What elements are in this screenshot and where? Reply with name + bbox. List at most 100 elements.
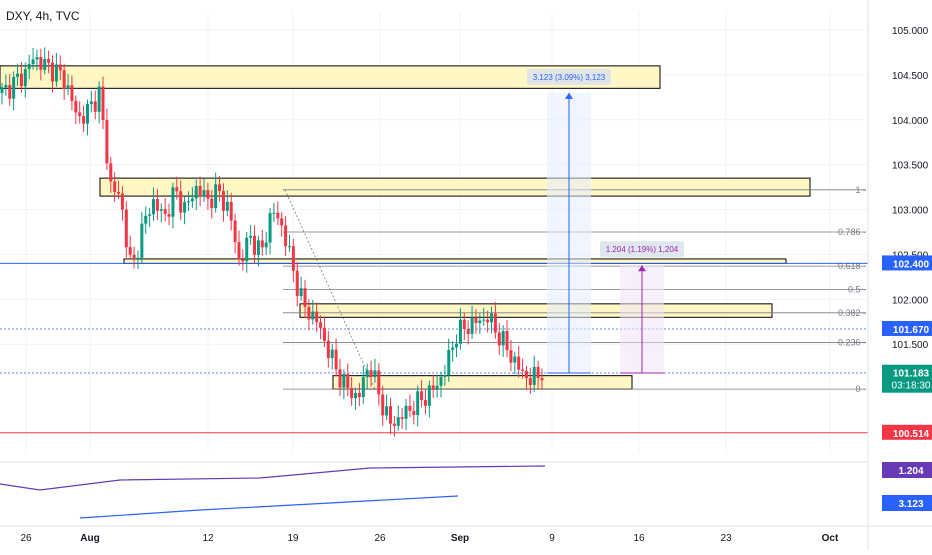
projection-label: 3.123 (3.09%) 3,123 (533, 73, 606, 82)
candle-body (256, 240, 260, 255)
candle-body (39, 57, 43, 70)
candle-body (128, 247, 132, 255)
candle-body (233, 220, 237, 243)
candle-body (167, 214, 171, 217)
price-tag-current: 101.183 (893, 369, 930, 380)
candle-body (276, 212, 280, 219)
x-tick-label: 26 (374, 533, 386, 544)
fib-label: 0.382 - (838, 308, 866, 318)
candle-body (334, 349, 338, 370)
candle-body (109, 163, 113, 182)
indicator-tag-box (882, 495, 932, 511)
zone-middle (123, 258, 787, 264)
candle-body (346, 373, 350, 388)
candle-body (342, 373, 346, 388)
price-tag-current-box (882, 364, 932, 393)
candle-body (47, 58, 51, 63)
candle-body (455, 343, 459, 348)
candle-body (392, 423, 396, 426)
projection-label-box (600, 241, 684, 258)
candle-body (423, 400, 427, 406)
candle-body (400, 417, 404, 419)
candle-body (528, 377, 532, 385)
x-tick-label: 19 (287, 533, 299, 544)
candle-body (466, 328, 470, 335)
candle-body (179, 191, 183, 213)
candle-body (284, 225, 288, 247)
candle-body (155, 199, 159, 211)
candle-body (497, 332, 501, 346)
candle-body (4, 84, 8, 88)
candle-body (148, 214, 152, 216)
candle-body (66, 85, 70, 89)
candle-body (58, 64, 62, 71)
candle-body (458, 319, 462, 344)
candle-body (354, 392, 358, 399)
candle-body (369, 369, 373, 378)
candle-body (350, 387, 354, 399)
candle-body (31, 59, 35, 65)
candle-body (521, 369, 525, 371)
candle-body (54, 64, 58, 82)
price-tag-102400-box (882, 255, 932, 271)
candle-body (381, 394, 385, 416)
candle-body (82, 116, 86, 124)
candle-body (225, 201, 229, 211)
candle-body (260, 240, 264, 248)
candle-body (280, 218, 284, 226)
candle-body (152, 199, 156, 215)
candle-body (365, 369, 369, 378)
x-tick-label: 26 (20, 533, 32, 544)
candle-body (462, 319, 466, 329)
candle-body (326, 340, 330, 359)
candle-body (51, 62, 55, 82)
y-tick-label: 103.500 (892, 161, 929, 172)
candle-body (408, 405, 412, 411)
candle-body (431, 385, 435, 390)
fib-label: 0 - (855, 384, 866, 394)
candle-body (404, 405, 408, 419)
candle-body (35, 57, 39, 60)
candle-body (190, 198, 194, 202)
candle-body (218, 184, 222, 192)
candle-body (540, 377, 544, 381)
fib-label: 1 - (855, 185, 866, 195)
candle-body (264, 242, 268, 248)
candle-body (210, 198, 214, 209)
price-tag-current-countdown: 03:18:30 (892, 381, 931, 392)
zone-mid-low (299, 303, 773, 318)
candle-body (427, 385, 431, 406)
candle-body (478, 320, 482, 323)
candle-body (322, 327, 326, 341)
candle-body (451, 347, 455, 350)
fib-label: 0.786 - (838, 227, 866, 237)
candle-body (493, 313, 497, 333)
candle-body (241, 259, 245, 262)
indicator-tag-3.123: 3.123 (898, 499, 923, 510)
candle-body (268, 213, 272, 243)
candle-body (117, 192, 121, 194)
candle-body (482, 319, 486, 321)
projection-arrow-head (565, 92, 573, 99)
indicator-line-purple (0, 465, 546, 491)
y-tick-label: 105.000 (892, 26, 929, 37)
candle-body (357, 392, 361, 398)
projection-arrow-head (638, 265, 646, 272)
fib-trend-line (284, 189, 376, 390)
candle-body (27, 64, 31, 70)
candle-body (291, 246, 295, 271)
candle-body (186, 201, 190, 203)
candle-body (101, 86, 105, 120)
candle-body (93, 101, 97, 112)
candle-body (474, 317, 478, 323)
x-tick-label: Aug (80, 533, 99, 544)
candle-body (144, 215, 148, 224)
candle-body (253, 235, 257, 255)
candle-body (435, 385, 439, 390)
candle-body (237, 242, 241, 260)
candle-body (505, 331, 509, 351)
candle-body (12, 76, 16, 99)
candle-body (272, 212, 276, 214)
